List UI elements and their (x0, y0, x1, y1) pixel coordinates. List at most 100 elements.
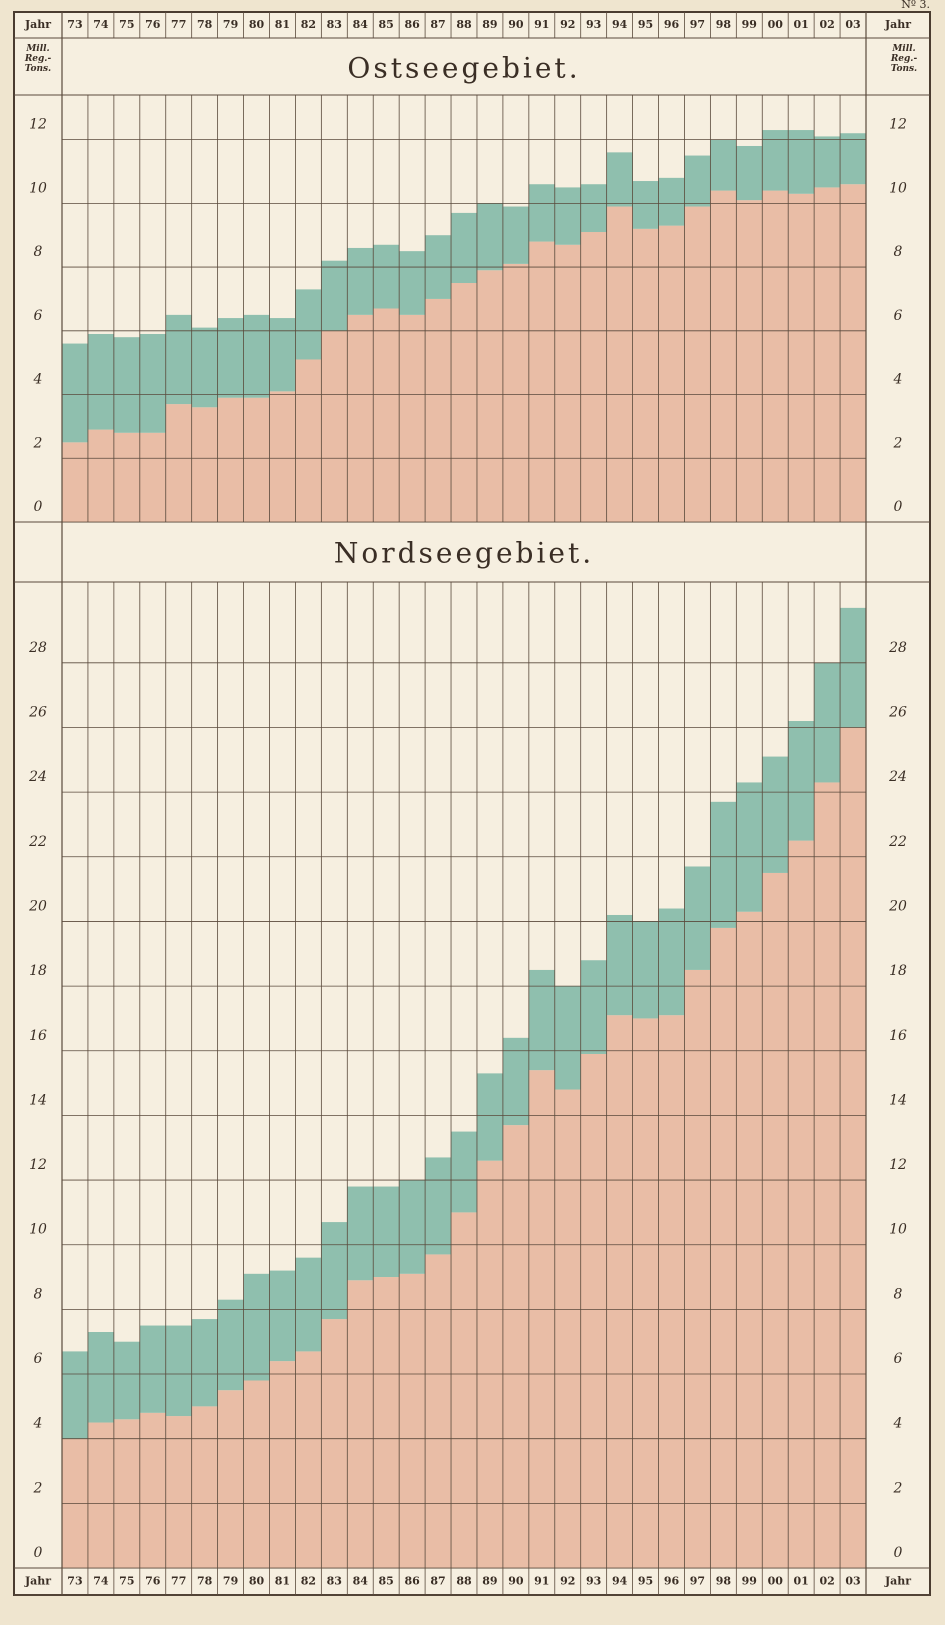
year-label: 75 (119, 1575, 134, 1588)
bar-segment (295, 1351, 322, 1568)
bar-segment (165, 404, 192, 522)
bar-segment (606, 1015, 633, 1568)
bar-segment (710, 190, 737, 522)
year-label: 77 (171, 1575, 186, 1588)
y-axis-label-right: Mill. Reg.-Tons. (890, 44, 918, 74)
y-tick-label: 10 (29, 180, 47, 196)
bar-segment (502, 1125, 529, 1568)
bar-segment (476, 1160, 503, 1568)
bar-segment (425, 298, 452, 522)
year-label: 03 (845, 1575, 860, 1588)
year-label: 88 (456, 1575, 472, 1588)
year-label: 92 (560, 18, 575, 31)
y-tick-label: 2 (33, 435, 43, 451)
year-label: 99 (742, 18, 757, 31)
bar-segment (814, 662, 841, 783)
bar-segment (710, 927, 737, 1568)
bar-segment (113, 432, 140, 522)
bar-segment (580, 184, 607, 233)
y-tick-label: 28 (28, 640, 47, 656)
year-label: 82 (301, 18, 316, 31)
year-label: 76 (145, 1575, 161, 1588)
y-tick-label: 6 (34, 1351, 43, 1367)
year-label: 83 (327, 1575, 342, 1588)
year-label: 01 (794, 1575, 809, 1588)
bar-segment (736, 145, 763, 201)
y-tick-label-right: 8 (894, 244, 903, 260)
y-tick-label: 24 (28, 769, 47, 785)
y-tick-label: 2 (33, 1480, 43, 1496)
bar-segment (321, 260, 348, 331)
bar-segment (373, 308, 400, 522)
year-label: 93 (586, 1575, 601, 1588)
bar-segment (814, 136, 841, 188)
bar-segment (62, 1351, 88, 1439)
bar-segment (87, 1422, 114, 1568)
plate-number: Nº 3. (901, 0, 930, 11)
year-label: 90 (508, 18, 524, 31)
year-label: 95 (638, 1575, 653, 1588)
y-tick-label-right: 22 (888, 834, 907, 850)
bar-segment (139, 432, 166, 522)
bar-segment (243, 1273, 270, 1381)
bar-segment (762, 756, 789, 873)
bar-segment (684, 206, 711, 522)
bar-segment (528, 184, 555, 242)
y-tick-label-right: 12 (889, 117, 907, 133)
year-label: 90 (508, 1575, 524, 1588)
bar-segment (87, 1332, 114, 1423)
y-tick-label: 16 (29, 1028, 47, 1044)
year-label: 02 (819, 1575, 834, 1588)
bar-segment (373, 1277, 400, 1568)
bar-segment (321, 1319, 348, 1568)
bar-segment (425, 1157, 452, 1255)
bar-segment (606, 152, 633, 207)
y-tick-label-right: 4 (893, 372, 903, 388)
bar-segment (451, 1131, 477, 1213)
year-label: 91 (534, 1575, 549, 1588)
year-label: 80 (249, 18, 265, 31)
bar-segment (658, 225, 685, 523)
year-label: 83 (327, 18, 342, 31)
y-tick-label-right: 8 (894, 1286, 903, 1302)
year-label: 99 (742, 1575, 757, 1588)
bar-segment (632, 1018, 659, 1568)
bar-segment (347, 1280, 374, 1568)
y-tick-label: 14 (29, 1092, 47, 1108)
bar-segment (762, 190, 789, 522)
bar-segment (87, 429, 114, 522)
year-label: 84 (353, 1575, 369, 1588)
year-label: 77 (171, 18, 186, 31)
year-label: 79 (223, 18, 238, 31)
y-tick-label-right: 6 (894, 308, 903, 324)
y-tick-label-right: 4 (893, 1416, 903, 1432)
bar-segment (632, 228, 659, 522)
year-label: 86 (404, 18, 420, 31)
bar-segment (476, 203, 503, 271)
y-tick-label-right: 10 (889, 1222, 907, 1238)
year-label: 94 (612, 1575, 628, 1588)
year-header: Jahr (24, 18, 51, 31)
bar-segment (554, 187, 581, 245)
y-tick-label: 8 (34, 1286, 43, 1302)
bar-segment (217, 1299, 244, 1391)
y-tick-label-right: 20 (888, 898, 907, 914)
bar-segment (658, 1015, 685, 1568)
bar-segment (554, 244, 581, 522)
year-label: 73 (67, 1575, 82, 1588)
bar-segment (788, 193, 815, 523)
bar-segment (191, 407, 218, 522)
year-label: 96 (664, 18, 680, 31)
bar-segment (788, 840, 815, 1568)
bar-segment (321, 1222, 348, 1320)
bar-segment (451, 1212, 477, 1568)
year-label: 93 (586, 18, 601, 31)
bar-segment (658, 908, 685, 1016)
year-label: 97 (690, 18, 705, 31)
bar-segment (580, 960, 607, 1054)
bar-segment (165, 1416, 192, 1568)
bar-segment (139, 1325, 166, 1413)
bar-segment (399, 1273, 426, 1568)
y-tick-label-right: 14 (889, 1092, 907, 1108)
